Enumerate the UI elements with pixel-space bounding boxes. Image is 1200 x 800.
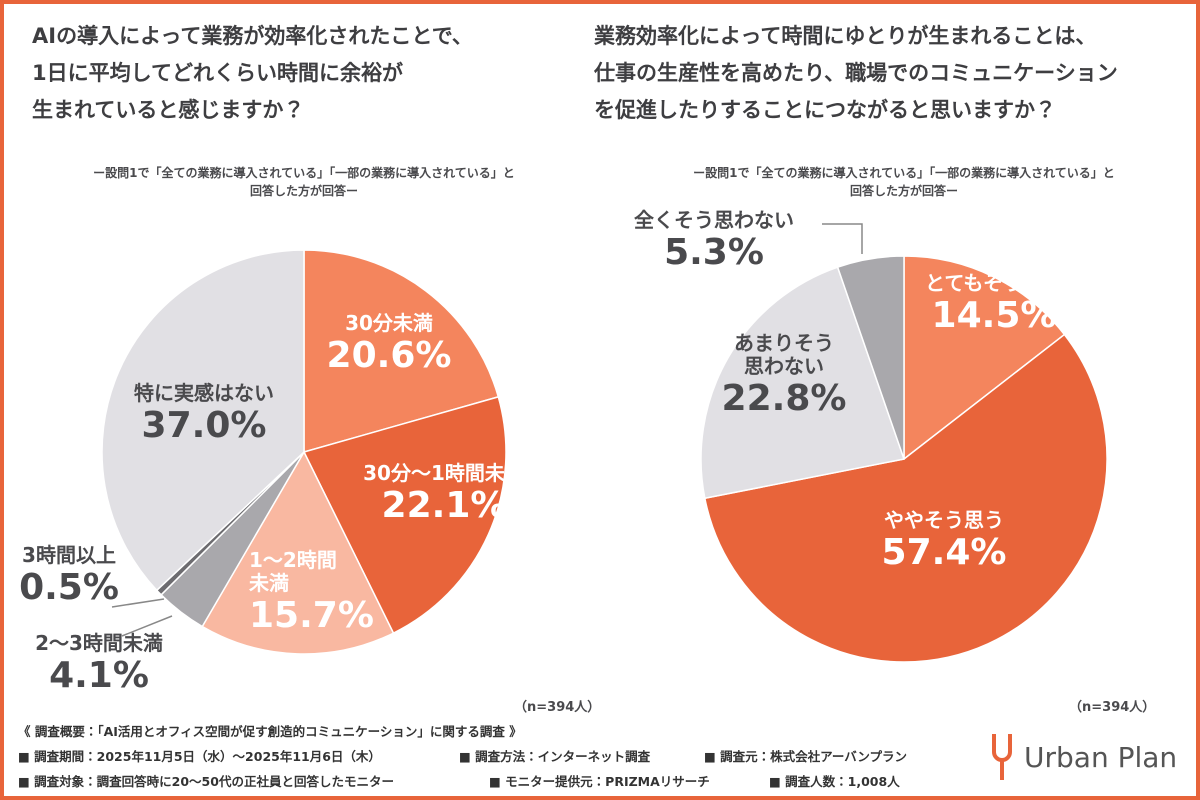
category-label: 全くそう思わない <box>634 208 794 232</box>
subtitle: ー設問1で「全ての業務に導入されている」「一部の業務に導入されている」と 回答し… <box>693 166 1115 198</box>
slice-label: 30分未満 20.6% <box>326 311 452 377</box>
value-label: 15.7% <box>249 595 374 636</box>
pie-slice <box>703 333 1108 663</box>
charts <box>101 223 1108 780</box>
slice-label: とてもそう思う 14.5% <box>925 271 1063 337</box>
category-label: あまりそう 思わない <box>734 331 834 378</box>
title: 業務効率化によって時間にゆとりが生まれることは、 仕事の生産性を高めたり、職場で… <box>594 24 1118 122</box>
value-label: 0.5% <box>19 567 119 608</box>
slice-label: ややそう思う 57.4% <box>881 508 1007 574</box>
slice-label: 全くそう思わない 5.3% <box>634 208 794 274</box>
pie-slice <box>700 266 905 500</box>
value-label: 14.5% <box>931 295 1057 336</box>
leader-line <box>111 598 165 608</box>
sample-size: （n=394人） <box>1069 700 1156 715</box>
category-label: 2～3時間未満 <box>35 631 163 655</box>
value-label: 57.4% <box>881 532 1007 573</box>
pie-slice <box>101 249 305 592</box>
value-label: 5.3% <box>664 232 764 273</box>
pie-slice <box>302 395 507 635</box>
value-label: 20.6% <box>326 335 452 376</box>
footer-item: ■ 調査対象：調査回答時に20～50代の正社員と回答したモニター <box>18 774 394 789</box>
pie-slice <box>836 255 905 460</box>
footer-item: ■ 調査人数：1,008人 <box>769 774 900 789</box>
slice-label: 1～2時間 未満 15.7% <box>249 548 374 637</box>
footer-item: ■ 調査期間：2025年11月5日（水）～2025年11月6日（木） <box>18 749 381 764</box>
category-label: 特に実感はない <box>134 381 274 405</box>
leader-line <box>121 615 173 637</box>
pie-slice <box>903 255 1066 461</box>
category-label: ややそう思う <box>884 508 1004 532</box>
sample-size: （n=394人） <box>514 700 601 715</box>
subtitle: ー設問1で「全ての業務に導入されている」「一部の業務に導入されている」と 回答し… <box>93 166 515 198</box>
footer-item: ■ 調査方法：インターネット調査 <box>459 749 651 764</box>
title: AIの導入によって業務が効率化されたことで、 1日に平均してどれくらい時間に余裕… <box>32 24 473 122</box>
leader-line <box>822 223 863 254</box>
pie-slice <box>303 249 500 453</box>
footer-item: ■ モニター提供元：PRIZMAリサーチ <box>489 774 710 789</box>
category-label: 1～2時間 未満 <box>249 548 337 595</box>
value-label: 22.1% <box>381 485 507 526</box>
slice-label: 30分～1時間未満 22.1% <box>363 461 525 527</box>
category-label: 30分～1時間未満 <box>363 461 525 485</box>
logo-icon <box>992 734 1012 780</box>
category-label: 30分未満 <box>345 311 433 335</box>
category-label: とてもそう思う <box>925 271 1063 295</box>
slice-label: 3時間以上 0.5% <box>19 543 119 609</box>
footer-heading: 《 調査概要：「AI活用とオフィス空間が促す創造的コミュニケーション」に関する調… <box>18 724 522 739</box>
category-label: 3時間以上 <box>22 543 116 567</box>
pie-slice <box>201 450 395 655</box>
value-label: 37.0% <box>141 405 267 446</box>
slice-label: あまりそう 思わない 22.8% <box>721 331 847 420</box>
slice-label: 2～3時間未満 4.1% <box>35 631 163 697</box>
value-label: 22.8% <box>721 378 847 419</box>
logo: Urban Plan <box>1024 741 1178 774</box>
footer-item: ■ 調査元：株式会社アーバンプラン <box>704 749 908 764</box>
slice-label: 特に実感はない 37.0% <box>134 381 274 447</box>
value-label: 4.1% <box>49 655 149 696</box>
